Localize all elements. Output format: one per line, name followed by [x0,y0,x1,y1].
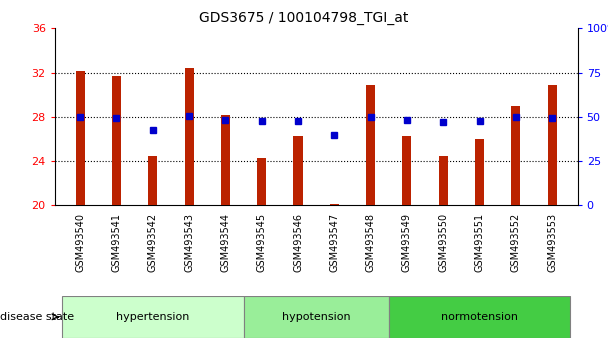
Text: GSM493551: GSM493551 [475,212,485,272]
Text: GSM493548: GSM493548 [365,212,376,272]
Bar [185,68,193,205]
Text: ■: ■ [61,353,72,354]
Text: GSM493549: GSM493549 [402,212,412,272]
Text: GSM493552: GSM493552 [511,212,521,272]
Bar [366,85,375,205]
Text: normotension: normotension [441,312,518,322]
Text: GSM493550: GSM493550 [438,212,448,272]
Text: disease state: disease state [0,312,74,322]
Text: GSM493545: GSM493545 [257,212,267,272]
Bar [221,115,230,205]
Text: GSM493542: GSM493542 [148,212,157,272]
Bar [475,139,484,205]
Bar [511,106,520,205]
Text: GSM493543: GSM493543 [184,212,194,272]
Bar [244,296,389,338]
Text: GDS3675 / 100104798_TGI_at: GDS3675 / 100104798_TGI_at [199,11,409,25]
Bar [330,204,339,205]
Bar [75,72,85,205]
Bar [112,76,121,205]
Bar [402,136,412,205]
Bar [439,155,447,205]
Text: GSM493553: GSM493553 [547,212,557,272]
Text: GSM493547: GSM493547 [330,212,339,272]
Text: GSM493546: GSM493546 [293,212,303,272]
Bar [257,158,266,205]
Bar [148,155,157,205]
Bar [548,85,557,205]
Bar [389,296,570,338]
Bar [62,296,244,338]
Text: hypotension: hypotension [282,312,350,322]
Text: GSM493541: GSM493541 [111,212,122,272]
Text: GSM493540: GSM493540 [75,212,85,272]
Text: GSM493544: GSM493544 [220,212,230,272]
Bar [294,136,303,205]
Text: hypertension: hypertension [116,312,190,322]
